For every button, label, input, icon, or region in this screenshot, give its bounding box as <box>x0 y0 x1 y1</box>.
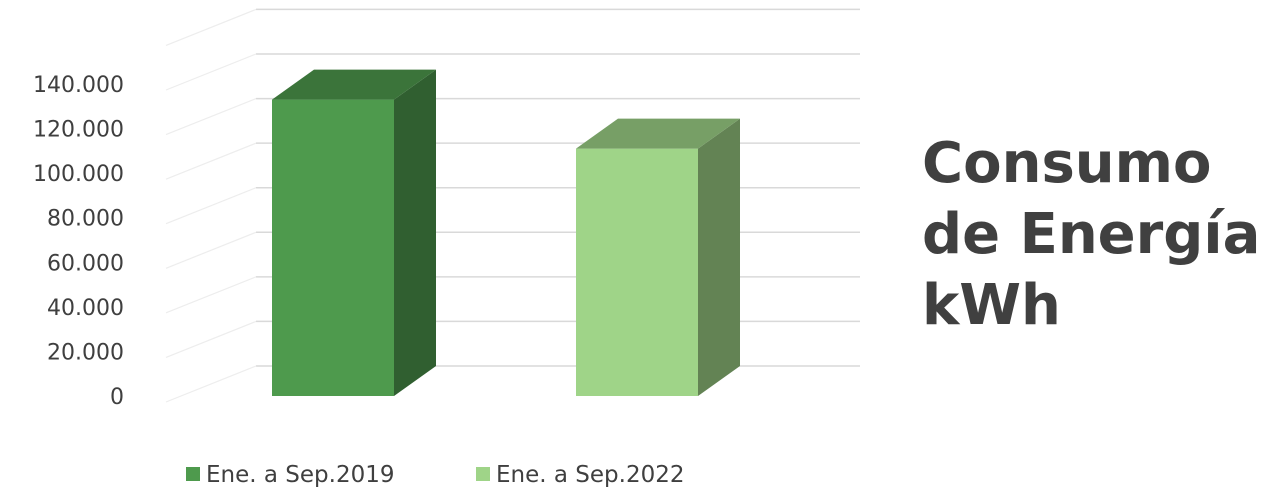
y-tick-label: 80.000 <box>47 207 124 232</box>
gridline-side <box>165 231 257 269</box>
gridline-side <box>165 142 257 180</box>
gridline-side <box>165 187 257 225</box>
bar-front <box>272 99 394 396</box>
bar-top <box>272 69 436 100</box>
y-tick-label: 60.000 <box>47 251 124 276</box>
bar-side <box>394 69 436 396</box>
bar-front <box>576 148 698 396</box>
chart-title: Consumo de Energía kWh <box>922 128 1267 341</box>
bar-side <box>698 118 740 396</box>
gridline-side <box>165 320 257 358</box>
grid-layer <box>165 8 860 403</box>
gridline-side <box>165 98 257 136</box>
y-tick-label: 120.000 <box>33 118 124 143</box>
y-axis-ticks: 0 20.000 40.000 60.000 80.000 100.000 120.000 1… <box>33 73 124 410</box>
legend-label: Ene. a Sep.2022 <box>496 462 684 488</box>
bars <box>272 69 740 396</box>
gridline-side <box>165 53 257 91</box>
bar <box>272 69 436 396</box>
legend-label: Ene. a Sep.2019 <box>206 462 394 488</box>
gridline-side <box>165 8 257 46</box>
y-tick-label: 0 <box>110 385 124 410</box>
bar <box>576 118 740 396</box>
gridline-side <box>165 276 257 314</box>
y-tick-label: 20.000 <box>47 340 124 365</box>
legend-swatch <box>476 467 490 481</box>
y-tick-label: 140.000 <box>33 73 124 98</box>
title-line-3: kWh <box>922 273 1061 338</box>
legend-swatch <box>186 467 200 481</box>
title-line-1: Consumo <box>922 131 1212 196</box>
legend: Ene. a Sep.2019 Ene. a Sep.2022 <box>186 462 684 488</box>
title-line-2: de Energía <box>922 202 1261 267</box>
energy-bar-chart: 0 20.000 40.000 60.000 80.000 100.000 120.000 1… <box>33 8 860 488</box>
gridline-side <box>165 365 257 403</box>
y-tick-label: 40.000 <box>47 296 124 321</box>
y-tick-label: 100.000 <box>33 162 124 187</box>
bar-top <box>576 118 740 149</box>
